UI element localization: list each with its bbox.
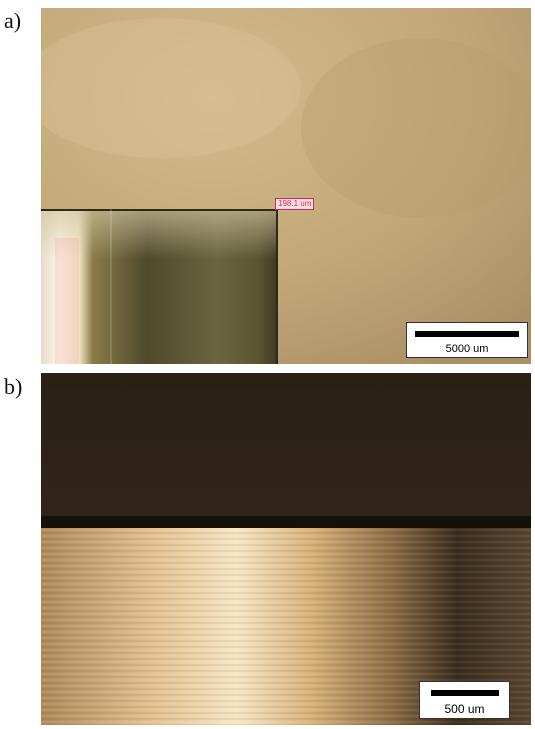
micrograph-b-image <box>41 373 531 725</box>
scale-bar-b-line <box>430 690 499 696</box>
scale-bar-b-text: 500 um <box>444 702 485 716</box>
measurement-label: 198.1 um <box>275 198 315 210</box>
scale-bar-b: 500 um <box>419 681 510 719</box>
panel-a-label: a) <box>4 8 22 33</box>
scale-bar-a-text: 5000 um <box>445 343 489 355</box>
scale-bar-a: 5000 um <box>406 322 528 358</box>
scale-bar-a-line <box>415 331 519 337</box>
panel-b-label: b) <box>4 374 23 399</box>
micrograph-a-image <box>41 8 531 364</box>
micrograph-a: 198.1 um 5000 um <box>41 8 531 364</box>
micrograph-b: 500 um <box>41 373 531 725</box>
